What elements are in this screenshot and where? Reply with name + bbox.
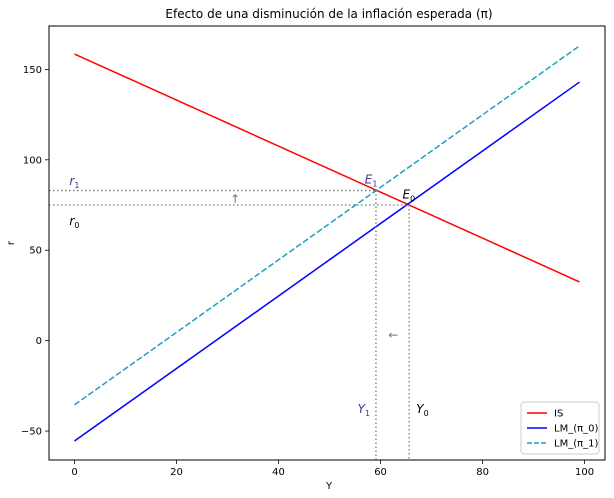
x-axis-label: Y [325,481,333,492]
y-tick-label-0: −50 [21,427,42,438]
annotation-label-0: r0 [69,214,79,230]
y-axis-label: r [6,240,17,245]
annotation-layer: E0 E1 r0 r1 Y0 Y1 ↑ ← [69,172,428,418]
series-line-2 [74,45,580,406]
legend: IS LM_(π_0) LM_(π_1) [520,401,600,455]
annotation-label-2: Y0 [416,402,428,418]
chart-title: Efecto de una disminución de la inflació… [165,7,492,21]
y-tick-label-3: 100 [23,155,42,166]
x-axis: 0 20 40 60 80 100 [71,460,594,478]
legend-label-2: LM_(π_1) [554,439,598,450]
y-axis: −50 0 50 100 150 [21,65,49,438]
x-tick-label-1: 20 [170,467,183,478]
legend-box [520,401,600,455]
legend-label-0: IS [554,409,563,420]
legend-label-1: LM_(π_0) [554,424,598,435]
y-tick-label-2: 50 [29,246,42,257]
x-tick-label-4: 80 [476,467,489,478]
x-tick-label-2: 40 [272,467,285,478]
equilibrium-label-0: E0 [402,188,415,204]
series-line-0 [74,53,580,283]
plot-area [49,45,580,460]
annotation-label-3: Y1 [358,402,370,418]
annotation-label-5: ← [388,328,398,342]
x-tick-label-5: 100 [575,467,594,478]
annotation-label-1: r1 [69,174,79,190]
y-tick-label-4: 150 [23,65,42,76]
series-layer [74,45,580,442]
x-tick-label-0: 0 [71,467,77,478]
series-line-1 [74,81,580,442]
guide-layer [49,189,410,460]
annotation-label-4: ↑ [230,192,240,206]
x-tick-label-3: 60 [374,467,387,478]
y-tick-label-1: 0 [36,336,42,347]
plot-frame [48,25,606,461]
equilibrium-label-1: E1 [365,172,378,188]
